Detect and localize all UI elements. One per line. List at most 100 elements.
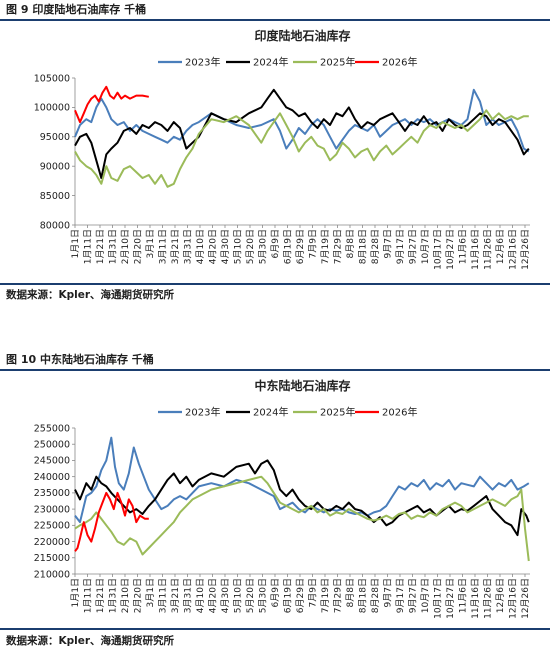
x-tick-label: 10月7日: [420, 229, 431, 264]
x-tick-label: 11月6日: [458, 229, 469, 264]
figure-9-top-rule: [0, 19, 550, 21]
x-tick-label: 3月1日: [145, 229, 156, 258]
figure-10-source: 数据来源：Kpler、海通期货研究所: [6, 635, 175, 647]
y-tick-label: 225000: [34, 521, 70, 532]
x-tick-label: 1月31日: [108, 229, 119, 264]
y-tick-label: 245000: [34, 456, 70, 467]
y-tick-label: 220000: [34, 537, 70, 548]
x-tick-label: 7月9日: [308, 578, 319, 607]
series-line-2026年: [74, 85, 149, 124]
x-tick-label: 2月20日: [133, 578, 144, 613]
x-tick-label: 8月28日: [370, 229, 381, 264]
y-tick-label: 90000: [40, 162, 70, 173]
y-tick-label: 95000: [40, 132, 70, 143]
x-tick-label: 7月29日: [333, 229, 344, 264]
x-tick-label: 1月1日: [70, 229, 81, 258]
x-tick-label: 6月9日: [270, 229, 281, 258]
x-tick-label: 10月17日: [433, 229, 444, 270]
x-tick-label: 10月7日: [420, 578, 431, 613]
y-tick-label: 255000: [34, 423, 70, 434]
x-tick-label: 9月7日: [383, 578, 394, 607]
y-tick-label: 250000: [34, 440, 70, 451]
x-tick-label: 4月20日: [208, 229, 219, 264]
figure-9-bottom-rule: [0, 283, 550, 285]
legend-label-2023年: 2023年: [185, 56, 220, 69]
y-tick-label: 85000: [40, 191, 70, 202]
legend-label-2025年: 2025年: [320, 406, 355, 419]
legend-label-2026年: 2026年: [382, 56, 417, 69]
x-tick-label: 3月21日: [170, 229, 181, 264]
x-tick-label: 8月18日: [358, 229, 369, 264]
x-tick-label: 6月19日: [283, 229, 294, 264]
x-tick-label: 3月1日: [145, 578, 156, 607]
x-tick-label: 9月27日: [408, 229, 419, 264]
chart-middle-east-inventory: 中东陆地石油库存 2023年 2024年 2025年 2026年 210000 215000…: [34, 378, 531, 619]
x-tick-label: 4月10日: [195, 578, 206, 613]
series-line-2024年: [74, 459, 530, 537]
y-tick-label: 215000: [34, 553, 70, 564]
x-tick-label: 8月8日: [345, 578, 356, 607]
x-tick-label: 3月31日: [183, 229, 194, 264]
x-tick-label: 1月11日: [83, 578, 94, 613]
series-line-2023年: [74, 88, 530, 153]
x-tick-label: 3月31日: [183, 578, 194, 613]
y-tick-label: 230000: [34, 504, 70, 515]
x-tick-label: 2月10日: [120, 229, 131, 264]
x-tick-label: 5月10日: [233, 229, 244, 264]
x-tick-label: 5月20日: [245, 578, 256, 613]
x-tick-label: 8月8日: [345, 229, 356, 258]
x-tick-label: 7月19日: [320, 578, 331, 613]
x-tick-label: 12月26日: [520, 229, 531, 270]
series-line-2026年: [74, 491, 149, 552]
x-tick-label: 1月1日: [70, 578, 81, 607]
x-tick-label: 11月6日: [458, 578, 469, 613]
x-tick-label: 6月29日: [295, 578, 306, 613]
y-tick-label: 80000: [40, 220, 70, 231]
legend-label-2024年: 2024年: [253, 56, 288, 69]
y-tick-label: 105000: [34, 73, 70, 84]
x-tick-label: 10月27日: [445, 578, 456, 619]
x-tick-label: 5月20日: [245, 229, 256, 264]
figure-10-bottom-rule: [0, 628, 550, 630]
x-tick-label: 6月9日: [270, 578, 281, 607]
x-tick-label: 11月16日: [470, 229, 481, 270]
chart-india-inventory: 印度陆地石油库存 2023年 2024年 2025年 2026年 80000 85000 90…: [34, 28, 531, 270]
x-tick-label: 5月30日: [258, 229, 269, 264]
x-tick-label: 9月17日: [395, 229, 406, 264]
x-tick-label: 11月26日: [483, 229, 494, 270]
x-tick-label: 12月6日: [495, 229, 506, 264]
legend-label-2026年: 2026年: [382, 406, 417, 419]
x-tick-label: 7月19日: [320, 229, 331, 264]
x-tick-label: 12月16日: [508, 229, 519, 270]
x-tick-label: 7月9日: [308, 229, 319, 258]
x-tick-label: 12月6日: [495, 578, 506, 613]
x-tick-label: 10月17日: [433, 578, 444, 619]
chart-title: 中东陆地石油库存: [254, 378, 350, 393]
x-tick-label: 4月30日: [220, 578, 231, 613]
x-tick-label: 3月11日: [158, 578, 169, 613]
x-tick-label: 3月21日: [170, 578, 181, 613]
chart-title: 印度陆地石油库存: [254, 28, 350, 43]
x-tick-label: 2月10日: [120, 578, 131, 613]
series-line-2025年: [74, 475, 530, 562]
legend-label-2025年: 2025年: [320, 56, 355, 69]
x-tick-label: 1月11日: [83, 229, 94, 264]
x-tick-label: 1月21日: [95, 578, 106, 613]
x-tick-label: 5月10日: [233, 578, 244, 613]
x-tick-label: 9月27日: [408, 578, 419, 613]
series-line-2024年: [74, 88, 530, 179]
y-tick-label: 210000: [34, 569, 70, 580]
x-tick-label: 8月18日: [358, 578, 369, 613]
x-tick-label: 11月16日: [470, 578, 481, 619]
figure-9-label: 图 9 印度陆地石油库存 千桶: [6, 3, 147, 16]
y-tick-label: 240000: [34, 472, 70, 483]
x-tick-label: 1月31日: [108, 578, 119, 613]
x-tick-label: 4月10日: [195, 229, 206, 264]
figure-10-top-rule: [0, 369, 550, 371]
legend-label-2023年: 2023年: [185, 406, 220, 419]
x-tick-label: 12月26日: [520, 578, 531, 619]
legend-label-2024年: 2024年: [253, 406, 288, 419]
x-tick-label: 7月29日: [333, 578, 344, 613]
x-tick-label: 11月26日: [483, 578, 494, 619]
x-tick-label: 12月16日: [508, 578, 519, 619]
